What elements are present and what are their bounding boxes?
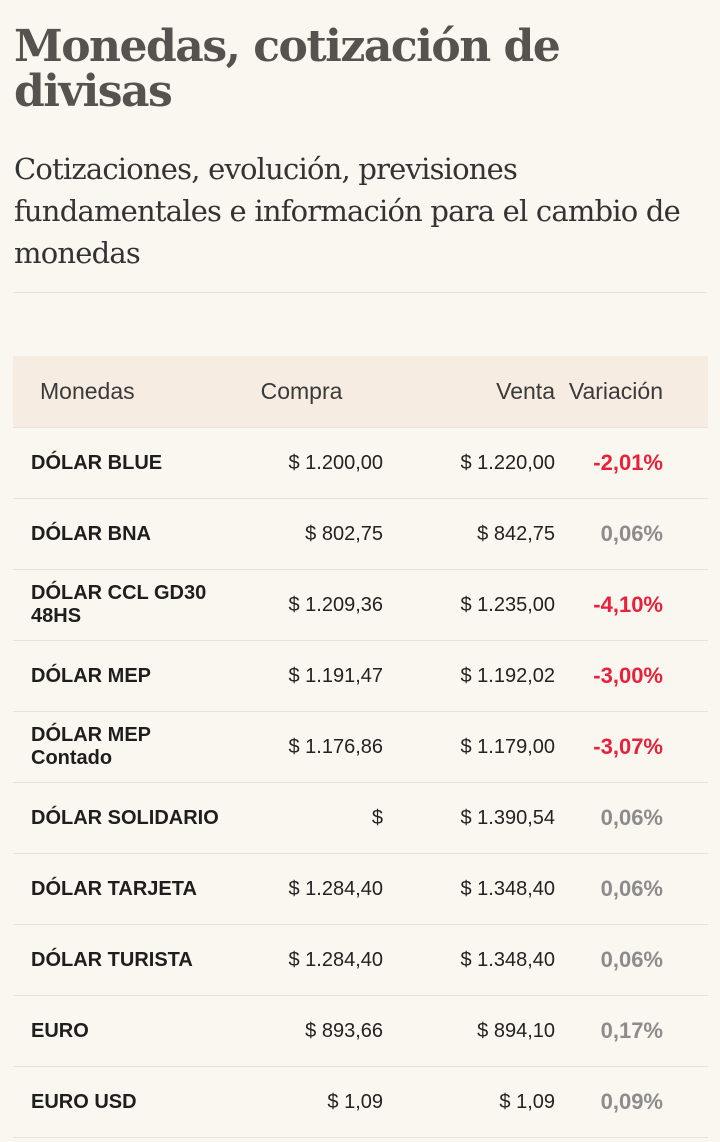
page-subtitle: Cotizaciones, evolución, previsiones fun… — [14, 152, 681, 270]
variation-value: -2,01% — [555, 427, 708, 499]
currency-name[interactable]: EURO USD — [13, 1066, 220, 1138]
venta-value: $ 1,09 — [383, 1066, 555, 1138]
compra-value: $ 893,66 — [220, 995, 383, 1067]
compra-value: $ 1.200,00 — [220, 427, 383, 499]
divider — [13, 292, 707, 293]
currency-name[interactable]: DÓLAR BLUE — [13, 427, 220, 499]
compra-value: $ 1.176,86 — [220, 711, 383, 783]
compra-value: $ 1.284,40 — [220, 853, 383, 925]
venta-value: $ 1.179,00 — [383, 711, 555, 783]
compra-value: $ 1.191,47 — [220, 640, 383, 712]
venta-value: $ 1.235,00 — [383, 569, 555, 641]
venta-value: $ 1.192,02 — [383, 640, 555, 712]
variation-value: 0,09% — [555, 1066, 708, 1138]
variation-value: 0,17% — [555, 995, 708, 1067]
header-venta: Venta — [383, 356, 555, 428]
table-row[interactable]: DÓLAR BLUE $ 1.200,00 $ 1.220,00 -2,01% — [13, 427, 708, 499]
table-row[interactable]: DÓLAR CCL GD30 48HS $ 1.209,36 $ 1.235,00-… — [13, 569, 708, 641]
venta-value: $ 1.348,40 — [383, 853, 555, 925]
venta-value: $ 1.348,40 — [383, 924, 555, 996]
venta-value: $ 1.220,00 — [383, 427, 555, 499]
venta-value: $ 894,10 — [383, 995, 555, 1067]
table-header: Monedas Compra Venta Variación — [13, 356, 708, 428]
compra-value: $ 1.209,36 — [220, 569, 383, 641]
currency-name[interactable]: DÓLAR MEP — [13, 640, 220, 712]
currency-name[interactable]: DÓLAR TURISTA — [13, 924, 220, 996]
venta-value: $ 842,75 — [383, 498, 555, 570]
table-row[interactable]: EURO $ 893,66 $ 894,10 0,17% — [13, 995, 708, 1067]
table-row[interactable]: DÓLAR MEP $ 1.191,47 $ 1.192,02 -3,00% — [13, 640, 708, 712]
currency-name[interactable]: DÓLAR TARJETA — [13, 853, 220, 925]
table-row[interactable]: DÓLAR TARJETA $ 1.284,40 $ 1.348,40 0,06% — [13, 853, 708, 925]
compra-value: $ — [220, 782, 383, 854]
header-variacion: Variación — [555, 356, 708, 428]
compra-value: $ 802,75 — [220, 498, 383, 570]
compra-value: $ 1.284,40 — [220, 924, 383, 996]
compra-value: $ 1,09 — [220, 1066, 383, 1138]
variation-value: -3,00% — [555, 640, 708, 712]
table-row[interactable]: EURO USD $ 1,09 $ 1,09 0,09% — [13, 1066, 708, 1138]
variation-value: 0,06% — [555, 853, 708, 925]
variation-value: -4,10% — [555, 569, 708, 641]
currency-name[interactable]: DÓLAR MEP Contado — [13, 711, 220, 783]
header-monedas: Monedas — [13, 356, 220, 428]
currency-table: Monedas Compra Venta Variación DÓLAR BLU… — [13, 356, 708, 1138]
currency-name[interactable]: DÓLAR SOLIDARIO — [13, 782, 220, 854]
venta-value: $ 1.390,54 — [383, 782, 555, 854]
variation-value: -3,07% — [555, 711, 708, 783]
variation-value: 0,06% — [555, 924, 708, 996]
table-row[interactable]: DÓLAR SOLIDARIO $ $ 1.390,54 0,06% — [13, 782, 708, 854]
header-compra: Compra — [220, 356, 383, 428]
table-row[interactable]: DÓLAR BNA $ 802,75 $ 842,75 0,06% — [13, 498, 708, 570]
currency-name[interactable]: EURO — [13, 995, 220, 1067]
variation-value: 0,06% — [555, 782, 708, 854]
variation-value: 0,06% — [555, 498, 708, 570]
table-row[interactable]: DÓLAR MEP Contado $ 1.176,86 $ 1.179,00 -3,… — [13, 711, 708, 783]
currency-name[interactable]: DÓLAR BNA — [13, 498, 220, 570]
table-row[interactable]: DÓLAR TURISTA $ 1.284,40 $ 1.348,40 0,06% — [13, 924, 708, 996]
page-title: Monedas, cotización de divisas — [14, 21, 561, 117]
currency-name[interactable]: DÓLAR CCL GD30 48HS — [13, 569, 220, 641]
